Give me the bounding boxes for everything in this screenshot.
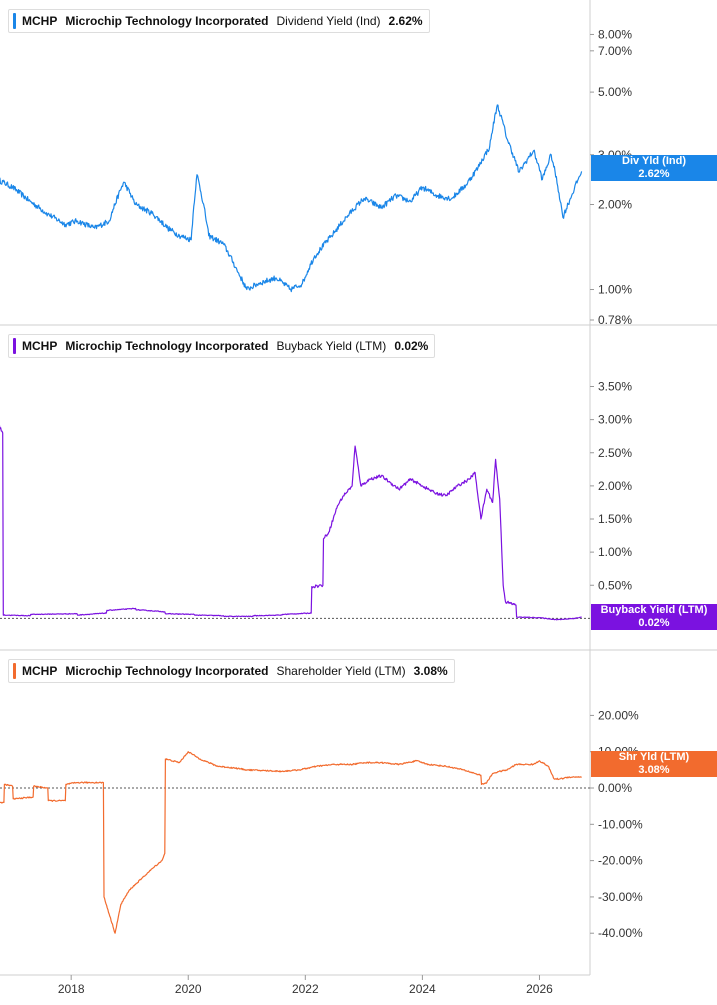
badge-value: 2.62% [638, 168, 670, 180]
badge-value: 3.08% [638, 764, 670, 776]
y-tick-label: 1.50% [598, 512, 632, 526]
legend-dividend-yield: MCHP Microchip Technology Incorporated D… [8, 9, 430, 33]
legend-ticker: MCHP [22, 664, 58, 678]
badge-value: 0.02% [638, 617, 670, 629]
y-tick-label: -40.00% [598, 926, 643, 940]
y-tick-label: 5.00% [598, 85, 632, 99]
legend-shareholder-yield: MCHP Microchip Technology Incorporated S… [8, 659, 455, 683]
x-tick-label: 2022 [292, 982, 319, 996]
series-line [0, 751, 582, 934]
y-tick-label: -30.00% [598, 890, 643, 904]
y-tick-label: -20.00% [598, 854, 643, 868]
current-value-badge-dividend: Div Yld (Ind) 2.62% [591, 155, 717, 181]
y-tick-label: 7.00% [598, 44, 632, 58]
series-line [0, 104, 583, 293]
x-tick-label: 2024 [409, 982, 436, 996]
badge-title: Div Yld (Ind) [622, 155, 686, 167]
current-value-badge-buyback: Buyback Yield (LTM) 0.02% [591, 604, 717, 630]
y-tick-label: 1.00% [598, 545, 632, 559]
legend-ticker: MCHP [22, 14, 58, 28]
x-tick-label: 2020 [175, 982, 202, 996]
legend-buyback-yield: MCHP Microchip Technology Incorporated B… [8, 334, 436, 358]
y-tick-label: 3.50% [598, 380, 632, 394]
legend-value: 0.02% [394, 339, 429, 353]
legend-metric: Shareholder Yield (LTM) [276, 664, 406, 678]
legend-value: 3.08% [413, 664, 448, 678]
y-tick-label: 3.00% [598, 413, 632, 427]
y-tick-label: 1.00% [598, 283, 632, 297]
legend-company: Microchip Technology Incorporated [65, 664, 269, 678]
x-tick-label: 2026 [526, 982, 553, 996]
y-tick-label: -10.00% [598, 817, 643, 831]
badge-title: Buyback Yield (LTM) [600, 604, 708, 616]
legend-color-swatch [13, 338, 16, 354]
legend-company: Microchip Technology Incorporated [65, 339, 269, 353]
y-tick-label: 20.00% [598, 708, 639, 722]
legend-value: 2.62% [388, 14, 423, 28]
y-tick-label: 2.00% [598, 479, 632, 493]
y-tick-label: 8.00% [598, 27, 632, 41]
y-tick-label: 2.50% [598, 446, 632, 460]
series-line [0, 424, 582, 621]
legend-company: Microchip Technology Incorporated [65, 14, 269, 28]
current-value-badge-shareholder: Shr Yld (LTM) 3.08% [591, 751, 717, 777]
y-tick-label: 2.00% [598, 197, 632, 211]
y-tick-label: 0.78% [598, 313, 632, 327]
badge-title: Shr Yld (LTM) [618, 751, 690, 763]
y-tick-label: 0.50% [598, 578, 632, 592]
y-tick-label: 0.00% [598, 781, 632, 795]
legend-metric: Dividend Yield (Ind) [276, 14, 381, 28]
legend-metric: Buyback Yield (LTM) [276, 339, 387, 353]
legend-ticker: MCHP [22, 339, 58, 353]
legend-color-swatch [13, 663, 16, 679]
legend-color-swatch [13, 13, 16, 29]
x-tick-label: 2018 [58, 982, 85, 996]
